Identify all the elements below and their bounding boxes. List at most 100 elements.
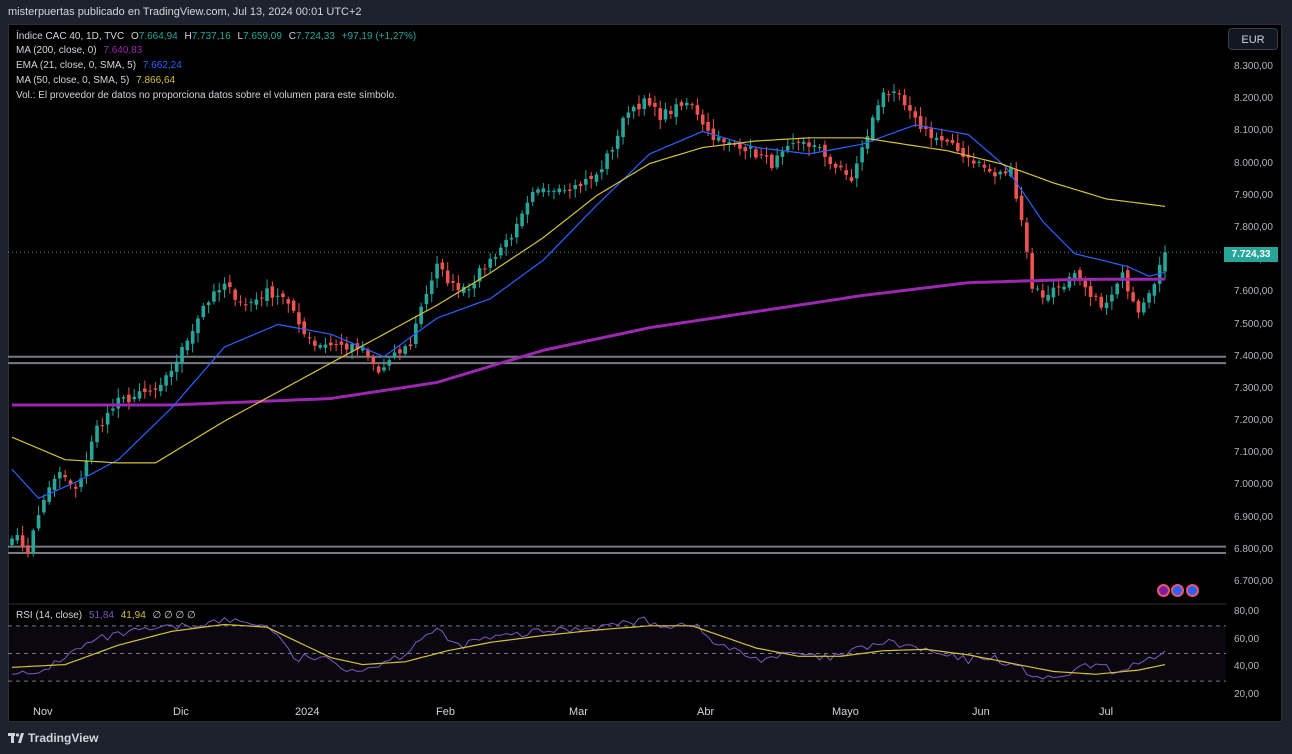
candle-body [807, 142, 811, 147]
candle-body [233, 289, 237, 300]
candle-body [1030, 253, 1034, 289]
candle-body [344, 343, 349, 350]
rsi-axis-tick: 40,00 [1234, 661, 1260, 673]
candle-body [472, 283, 477, 289]
candle-body [1035, 288, 1040, 290]
candle-body [148, 390, 152, 392]
candle-body [392, 352, 397, 358]
price-axis-tick: 8.000,00 [1234, 157, 1273, 169]
time-axis-tick: Feb [436, 706, 455, 718]
tradingview-footer[interactable]: TradingView [8, 731, 98, 745]
earnings-icon[interactable] [1171, 584, 1185, 597]
candle-body [913, 111, 918, 118]
candle-body [127, 394, 131, 403]
candle-body [100, 425, 105, 427]
candle-body [573, 184, 578, 190]
candle-body [525, 202, 530, 215]
candle-body [615, 135, 620, 149]
candle-body [950, 139, 955, 144]
price-axis-tick: 6.900,00 [1234, 511, 1273, 523]
candle-body [265, 288, 269, 302]
candle-body [669, 110, 673, 115]
candle-body [143, 388, 147, 392]
candle-body [817, 146, 822, 148]
candle-body [355, 343, 360, 350]
candle-body [605, 153, 609, 170]
candle-body [1083, 278, 1088, 288]
candle-body [111, 408, 115, 411]
candle-body [339, 341, 344, 345]
candle-body [759, 154, 763, 156]
candle-body [849, 177, 854, 182]
candle-body [892, 91, 896, 93]
candle-body [1025, 222, 1029, 252]
ema21-legend[interactable]: EMA (21, close, 0, SMA, 5) 7.662,24 [16, 60, 186, 71]
rsi-axis-tick: 80,00 [1234, 606, 1260, 617]
ma200-legend[interactable]: MA (200, close, 0) 7.640,83 [16, 45, 146, 56]
candle-body [918, 116, 923, 129]
candle-body [137, 391, 142, 399]
candle-body [105, 412, 110, 425]
candle-body [514, 223, 519, 238]
candle-body [10, 538, 14, 545]
candle-body [334, 344, 338, 346]
last-price-badge: 7.724,33 [1224, 247, 1278, 262]
dividend-icon[interactable] [1185, 584, 1199, 597]
price-axis-tick: 6.800,00 [1234, 543, 1273, 555]
candle-body [228, 282, 232, 288]
candle-body [940, 136, 944, 141]
indicator-icons[interactable] [1157, 584, 1199, 602]
ohlc-low-label: L [237, 31, 243, 42]
candle-body [217, 290, 222, 293]
candle-body [42, 499, 46, 513]
candle-body [955, 142, 960, 151]
candle-body [89, 441, 94, 460]
candle-body [584, 178, 588, 185]
candle-body [876, 105, 880, 121]
candle-body [1141, 302, 1146, 313]
candle-body [275, 295, 280, 297]
chart-frame[interactable] [8, 24, 1282, 722]
ma50-legend[interactable]: MA (50, close, 0, SMA, 5) 7.866,64 [16, 75, 179, 86]
candle-body [1051, 287, 1056, 298]
candle-body [238, 301, 243, 303]
candle-body [291, 300, 296, 311]
candle-body [318, 345, 322, 348]
candle-body [440, 262, 445, 270]
candle-body [1019, 195, 1024, 221]
candle-body [1088, 286, 1093, 298]
candle-body [132, 396, 137, 400]
time-axis-tick: Mar [569, 706, 588, 718]
candle-body [435, 263, 439, 279]
candle-body [153, 388, 158, 390]
rsi-ma-value: 41,94 [120, 610, 146, 621]
lightning-icon[interactable] [1157, 584, 1170, 597]
price-axis-tick: 7.600,00 [1234, 286, 1273, 298]
price-axis-tick: 7.000,00 [1234, 479, 1273, 491]
ema21-label: EMA (21, close, 0, SMA, 5) [16, 60, 137, 71]
candle-body [860, 147, 864, 163]
candle-body [307, 337, 312, 339]
candle-body [562, 190, 567, 192]
candle-body [403, 346, 407, 354]
candle-body [541, 188, 546, 193]
rsi-ma-line [11, 623, 1166, 675]
candle-body [477, 268, 482, 282]
candle-body [791, 143, 795, 145]
rsi-label: RSI (14, close) [16, 610, 83, 621]
candle-body [743, 147, 748, 152]
candle-body [52, 478, 57, 491]
candle-body [1147, 293, 1151, 303]
candle-body [456, 283, 461, 290]
ohlc-change: +97,19 (+1,27%) [341, 31, 417, 42]
candle-body [1104, 302, 1109, 309]
candle-body [158, 384, 163, 392]
candle-body [376, 366, 381, 373]
currency-button[interactable]: EUR [1228, 28, 1278, 50]
candle-body [1115, 283, 1119, 295]
candle-body [20, 535, 25, 547]
candle-body [1152, 284, 1157, 296]
rsi-legend[interactable]: RSI (14, close) 51,84 41,94 ∅ ∅ ∅ ∅ [16, 610, 200, 621]
candle-body [770, 154, 774, 169]
